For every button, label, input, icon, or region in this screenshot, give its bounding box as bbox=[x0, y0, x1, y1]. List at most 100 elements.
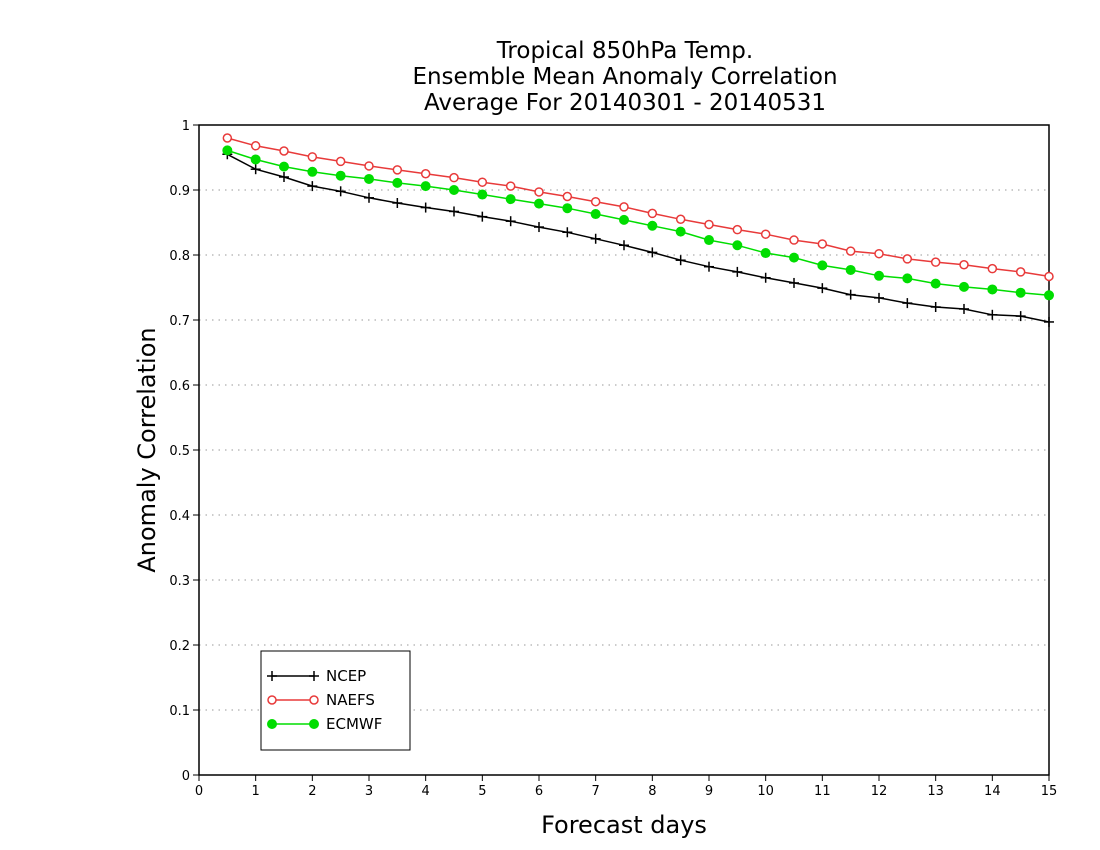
x-tick-label: 14 bbox=[984, 784, 1001, 799]
point-ecmwf bbox=[449, 185, 459, 195]
point-naefs bbox=[279, 146, 289, 156]
legend-marker-naefs bbox=[267, 695, 277, 705]
point-ncep bbox=[505, 216, 516, 227]
x-tick-label: 12 bbox=[871, 784, 888, 799]
y-tick-label: 1 bbox=[182, 119, 190, 134]
point-ncep bbox=[449, 206, 459, 217]
chart-title-line-3: Average For 20140301 - 20140531 bbox=[424, 90, 826, 116]
point-ncep bbox=[732, 266, 743, 277]
line-ncep bbox=[226, 153, 1050, 323]
point-naefs bbox=[307, 152, 318, 162]
series-naefs bbox=[222, 133, 1054, 282]
point-ecmwf bbox=[279, 161, 289, 172]
point-ecmwf bbox=[732, 240, 743, 251]
x-tick-label: 7 bbox=[592, 784, 600, 799]
point-ecmwf bbox=[704, 235, 714, 246]
x-tick-label: 9 bbox=[705, 784, 713, 799]
point-naefs bbox=[987, 263, 998, 274]
point-ecmwf bbox=[874, 270, 884, 281]
point-ncep bbox=[250, 164, 261, 175]
point-ncep bbox=[760, 272, 771, 283]
y-tick-label: 0.6 bbox=[169, 379, 190, 394]
point-ecmwf bbox=[590, 209, 601, 220]
point-ncep bbox=[534, 222, 544, 233]
point-ncep bbox=[845, 289, 856, 300]
point-naefs bbox=[959, 260, 969, 270]
y-axis-title: Anomaly Correlation bbox=[133, 327, 161, 572]
point-ecmwf bbox=[619, 214, 629, 225]
point-naefs bbox=[902, 254, 913, 264]
point-ecmwf bbox=[789, 252, 799, 263]
point-ncep bbox=[590, 233, 601, 244]
y-tick-label: 0.1 bbox=[169, 704, 190, 719]
point-ecmwf bbox=[392, 177, 403, 188]
x-tick-label: 11 bbox=[814, 784, 831, 799]
point-naefs bbox=[335, 156, 346, 167]
point-naefs bbox=[420, 169, 431, 179]
x-tick-label: 2 bbox=[308, 784, 316, 799]
point-ecmwf bbox=[307, 166, 318, 177]
point-naefs bbox=[619, 202, 629, 212]
point-naefs bbox=[562, 191, 573, 202]
point-naefs bbox=[647, 208, 658, 219]
point-ecmwf bbox=[420, 181, 431, 192]
legend-marker-ncep bbox=[267, 671, 277, 681]
legend-label-naefs: NAEFS bbox=[326, 691, 375, 709]
x-tick-label: 0 bbox=[195, 784, 203, 799]
x-tick-label: 8 bbox=[648, 784, 656, 799]
series-lines bbox=[222, 133, 1054, 327]
point-ncep bbox=[647, 247, 658, 258]
x-tick-label: 1 bbox=[252, 784, 260, 799]
legend-item-ncep: NCEP bbox=[267, 667, 366, 685]
point-naefs bbox=[704, 219, 714, 230]
y-tick-label: 0.8 bbox=[169, 249, 190, 264]
y-tick-label: 0 bbox=[182, 769, 190, 784]
x-tick-label: 15 bbox=[1041, 784, 1058, 799]
x-tick-label: 6 bbox=[535, 784, 543, 799]
point-ncep bbox=[902, 298, 913, 309]
x-tick-label: 10 bbox=[757, 784, 774, 799]
legend-item-ecmwf: ECMWF bbox=[267, 715, 382, 733]
y-tick-label: 0.9 bbox=[169, 184, 190, 199]
point-ecmwf bbox=[222, 145, 233, 156]
y-tick-label: 0.3 bbox=[169, 574, 190, 589]
legend: NCEP NAEFS ECMWF bbox=[260, 650, 411, 751]
point-naefs bbox=[477, 177, 488, 187]
point-ncep bbox=[364, 192, 374, 203]
legend-item-naefs: NAEFS bbox=[267, 691, 375, 709]
point-ecmwf bbox=[562, 203, 573, 214]
point-ecmwf bbox=[534, 198, 544, 209]
x-tick-label: 4 bbox=[422, 784, 430, 799]
legend-marker-ncep bbox=[309, 671, 319, 681]
point-ecmwf bbox=[335, 170, 346, 181]
point-naefs bbox=[222, 133, 233, 143]
point-ecmwf bbox=[477, 189, 488, 200]
y-tick-label: 0.7 bbox=[169, 314, 190, 329]
point-naefs bbox=[364, 161, 374, 171]
point-naefs bbox=[930, 257, 941, 267]
chart-title-line-1: Tropical 850hPa Temp. bbox=[496, 38, 753, 64]
point-ecmwf bbox=[902, 273, 913, 284]
point-ncep bbox=[817, 283, 828, 294]
line-ecmwf bbox=[227, 149, 1050, 297]
legend-marker-ecmwf bbox=[267, 719, 277, 729]
point-ecmwf bbox=[1044, 290, 1054, 301]
point-naefs bbox=[392, 165, 403, 175]
point-naefs bbox=[760, 229, 771, 239]
legend-marker-ecmwf bbox=[309, 719, 319, 729]
point-ncep bbox=[307, 181, 318, 192]
point-naefs bbox=[789, 235, 799, 245]
point-naefs bbox=[1044, 271, 1054, 282]
x-tick-label: 3 bbox=[365, 784, 373, 799]
point-naefs bbox=[732, 224, 743, 235]
point-ncep bbox=[335, 186, 346, 197]
point-ncep bbox=[675, 255, 686, 266]
y-tick-label: 0.5 bbox=[169, 444, 190, 459]
point-ncep bbox=[1015, 311, 1026, 322]
point-naefs bbox=[817, 239, 828, 249]
point-naefs bbox=[449, 172, 459, 183]
point-ncep bbox=[562, 227, 573, 238]
x-tick-label: 5 bbox=[478, 784, 486, 799]
gridlines bbox=[199, 189, 1049, 711]
